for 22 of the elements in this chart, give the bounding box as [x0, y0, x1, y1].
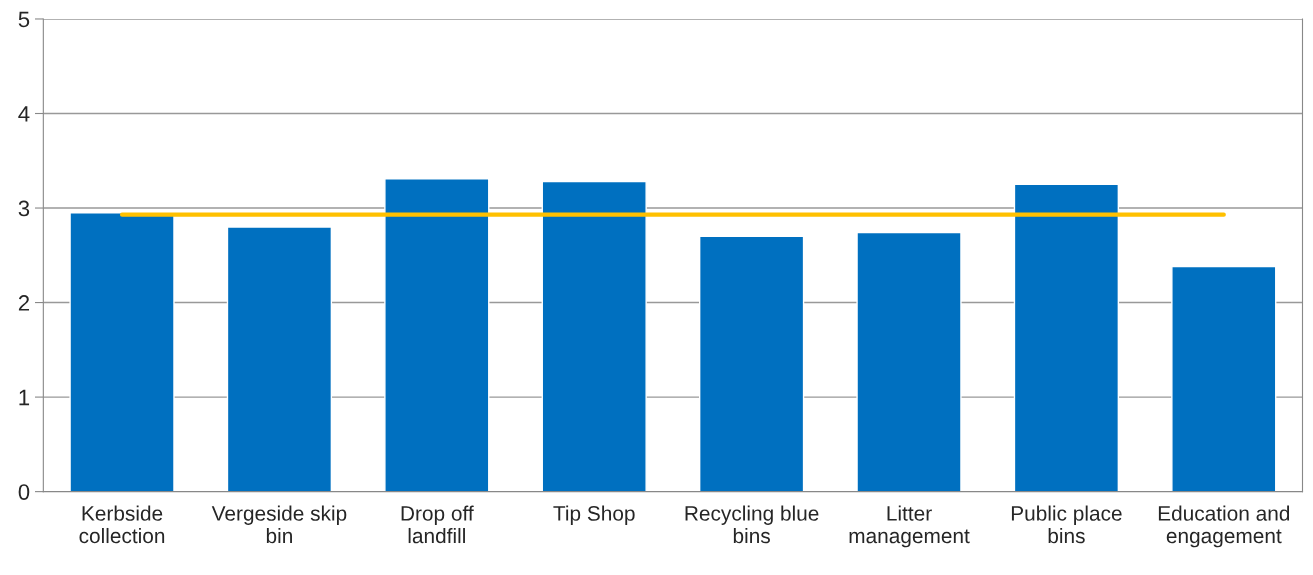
- x-tick-label: Litter management: [849, 505, 970, 548]
- y-tick-label: 4: [18, 106, 30, 122]
- y-tick-label: 3: [18, 200, 30, 217]
- y-tick-label: 0: [18, 484, 30, 500]
- x-tick-label: Public place bins: [1011, 505, 1122, 544]
- y-tick-label: 5: [18, 11, 30, 28]
- bar: [384, 178, 490, 492]
- bar: [541, 180, 647, 492]
- bar: [1171, 265, 1277, 492]
- y-tick-label: 1: [19, 389, 30, 406]
- x-tick-label: Kerbside collection: [79, 505, 165, 544]
- bar: [1013, 183, 1120, 492]
- x-tick-label: Vergeside skip bin: [211, 505, 347, 544]
- y-tick-label: 2: [18, 295, 30, 311]
- bar: [69, 212, 175, 492]
- bar: [856, 231, 962, 492]
- bar: [226, 226, 333, 492]
- x-tick-label: Recycling blue bins: [685, 505, 819, 544]
- x-tick-label: Drop off landfill: [401, 505, 474, 544]
- x-tick-label: Tip Shop: [553, 505, 635, 525]
- x-tick-label: Education and engagement: [1158, 505, 1290, 548]
- bar: [698, 235, 805, 492]
